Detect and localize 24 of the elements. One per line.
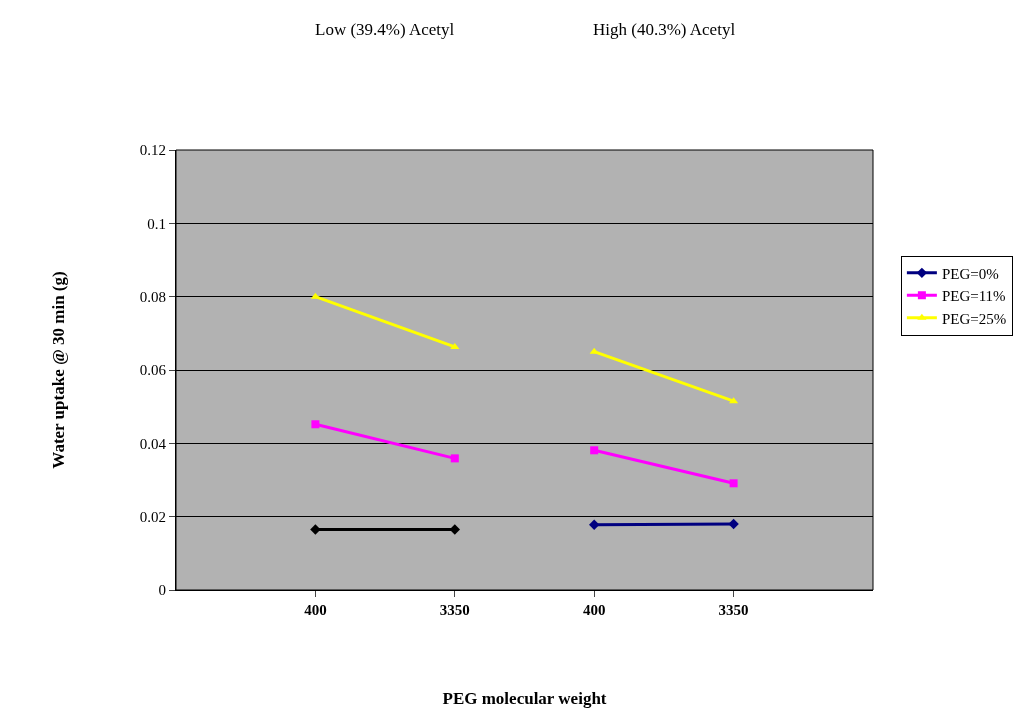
- legend-label: PEG=11%: [941, 288, 1006, 305]
- y-tick-label: 0.02: [139, 508, 166, 525]
- x-tick-label: 3350: [718, 602, 749, 618]
- y-tick-label: 0.12: [139, 142, 166, 159]
- text: High (40.3%) Acetyl: [593, 20, 736, 39]
- legend-label: PEG=25%: [941, 310, 1007, 327]
- y-tick-label: 0: [158, 582, 166, 599]
- y-tick-label: 0.04: [139, 435, 167, 452]
- y-tick-label: 0.08: [139, 288, 166, 305]
- point: [590, 446, 599, 455]
- x-tick-label: 3350: [439, 602, 470, 618]
- y-tick-label: 0.1: [147, 215, 166, 232]
- y-axis-title: Water uptake @ 30 min (g): [49, 271, 69, 469]
- x-axis-title: PEG molecular weight: [442, 689, 607, 709]
- point: [728, 518, 739, 530]
- point: [311, 420, 320, 429]
- point: [589, 519, 600, 530]
- point: [729, 479, 738, 488]
- y-tick-label: 0.06: [139, 362, 167, 379]
- text: Low (39.4%) Acetyl: [315, 20, 455, 39]
- point: [450, 454, 459, 463]
- legend-label: PEG=0%: [941, 265, 999, 282]
- x-tick-label: 400: [582, 602, 606, 618]
- x-tick-label: 400: [304, 602, 327, 618]
